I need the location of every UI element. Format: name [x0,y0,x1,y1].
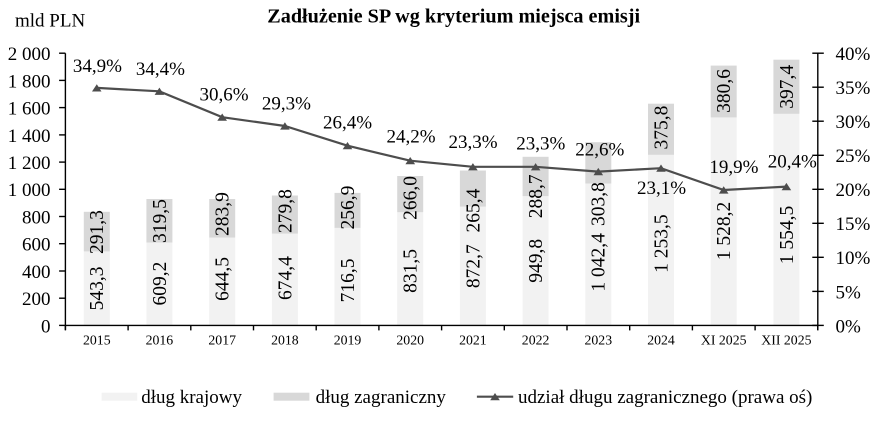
svg-text:2016: 2016 [146,332,174,347]
svg-text:2 000: 2 000 [8,44,51,65]
svg-text:291,3: 291,3 [87,210,108,254]
svg-text:29,3%: 29,3% [262,93,311,114]
svg-text:1 042,4: 1 042,4 [589,233,610,292]
svg-text:20%: 20% [836,180,871,201]
svg-text:1 528,2: 1 528,2 [714,202,735,261]
svg-text:266,0: 266,0 [401,176,422,220]
svg-text:2022: 2022 [522,332,550,347]
svg-text:2018: 2018 [271,332,299,347]
svg-text:23,1%: 23,1% [637,178,686,199]
svg-text:35%: 35% [836,78,871,99]
svg-text:40%: 40% [836,44,871,65]
svg-text:XII 2025: XII 2025 [761,332,811,347]
svg-text:10%: 10% [836,248,871,269]
svg-text:30%: 30% [836,112,871,133]
svg-text:30,6%: 30,6% [199,85,248,106]
svg-text:1 400: 1 400 [8,126,51,147]
svg-text:283,9: 283,9 [213,192,234,236]
svg-text:609,2: 609,2 [150,262,171,306]
svg-text:2024: 2024 [647,332,675,347]
svg-text:34,4%: 34,4% [136,59,185,80]
svg-text:23,3%: 23,3% [448,132,497,153]
svg-text:0: 0 [41,316,51,337]
svg-text:0%: 0% [836,316,862,337]
svg-text:25%: 25% [836,146,871,167]
svg-text:400: 400 [22,262,51,283]
svg-text:600: 600 [22,235,51,256]
svg-text:XI 2025: XI 2025 [701,332,747,347]
svg-text:dług krajowy: dług krajowy [141,387,242,408]
svg-text:26,4%: 26,4% [323,113,372,134]
svg-text:543,3: 543,3 [87,266,108,310]
svg-text:256,9: 256,9 [338,186,359,230]
svg-text:20,4%: 20,4% [768,152,817,173]
svg-text:800: 800 [22,207,51,228]
svg-text:udział długu zagranicznego (pr: udział długu zagranicznego (prawa oś) [518,387,812,408]
svg-text:1 000: 1 000 [8,180,51,201]
svg-text:23,3%: 23,3% [516,133,565,154]
svg-text:200: 200 [22,289,51,310]
svg-text:831,5: 831,5 [401,249,422,293]
svg-text:303,8: 303,8 [589,182,610,226]
svg-text:319,5: 319,5 [150,199,171,243]
svg-text:34,9%: 34,9% [73,56,122,77]
svg-text:2017: 2017 [208,332,236,347]
svg-text:1 600: 1 600 [8,99,51,120]
svg-text:288,7: 288,7 [526,174,547,218]
svg-text:1 253,5: 1 253,5 [651,214,672,273]
svg-text:24,2%: 24,2% [386,127,435,148]
svg-text:644,5: 644,5 [213,257,234,301]
svg-text:265,4: 265,4 [463,188,484,232]
svg-text:397,4: 397,4 [777,65,798,109]
svg-text:1 554,5: 1 554,5 [777,206,798,265]
svg-text:2023: 2023 [585,332,613,347]
svg-text:1 800: 1 800 [8,71,51,92]
svg-text:872,7: 872,7 [463,244,484,288]
svg-text:2019: 2019 [334,332,362,347]
svg-text:380,6: 380,6 [714,69,735,113]
svg-text:375,8: 375,8 [651,106,672,150]
svg-text:dług zagraniczny: dług zagraniczny [316,387,447,408]
svg-text:949,8: 949,8 [526,239,547,283]
svg-text:716,5: 716,5 [338,258,359,302]
svg-text:22,6%: 22,6% [575,140,624,161]
svg-text:5%: 5% [836,282,862,303]
svg-text:Zadłużenie SP wg kryterium mie: Zadłużenie SP wg kryterium miejsca emisj… [267,5,640,27]
svg-text:2015: 2015 [83,332,111,347]
svg-text:19,9%: 19,9% [709,157,758,178]
svg-text:674,4: 674,4 [275,256,296,300]
svg-text:15%: 15% [836,214,871,235]
svg-text:2021: 2021 [459,332,487,347]
svg-text:279,8: 279,8 [275,189,296,233]
svg-text:1 200: 1 200 [8,153,51,174]
svg-text:2020: 2020 [396,332,424,347]
svg-text:mld PLN: mld PLN [15,11,85,32]
